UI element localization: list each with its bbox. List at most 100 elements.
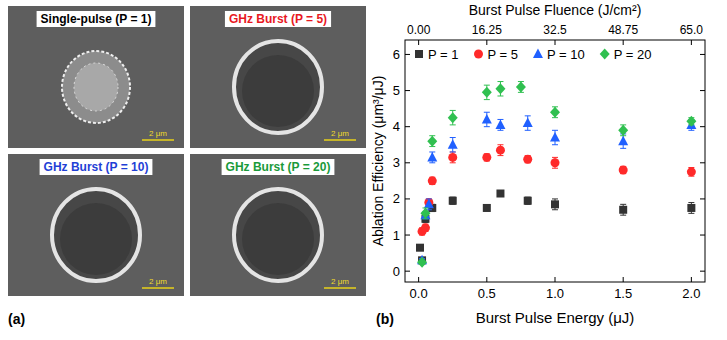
x-tick-label: 0.0 [410, 286, 428, 301]
point [687, 204, 695, 212]
point [524, 197, 532, 205]
y-tick-label: 1 [393, 228, 400, 243]
point [482, 153, 491, 162]
x-tick [418, 277, 419, 282]
x2-tick [418, 40, 419, 45]
legend-marker [533, 49, 543, 59]
x2-tick-label: 65.0 [680, 23, 704, 37]
y-tick-label: 5 [393, 83, 400, 98]
legend-label: P = 5 [487, 47, 517, 62]
y-tick [405, 198, 410, 199]
x-tick-label: 2.0 [682, 286, 700, 301]
point [448, 139, 458, 149]
point [495, 83, 505, 94]
scale-bar [142, 287, 174, 289]
point [686, 116, 696, 127]
point [550, 132, 560, 142]
error-cap [484, 85, 490, 86]
point [448, 153, 457, 162]
point [482, 114, 492, 124]
y-tick-label: 0 [393, 264, 400, 279]
title-box [40, 159, 153, 175]
x-tick-label: 1.5 [614, 286, 632, 301]
y-tick-right [700, 162, 705, 163]
legend-marker [415, 50, 423, 58]
point [619, 166, 628, 175]
x-tick [486, 277, 487, 282]
x-tick-label: 1.0 [546, 286, 564, 301]
error-cap [450, 151, 456, 152]
legend-label: P = 1 [428, 47, 458, 62]
x-tick [555, 277, 556, 282]
crater [234, 189, 322, 281]
point [618, 125, 628, 136]
legend-marker [474, 50, 483, 59]
point [523, 155, 532, 164]
point [427, 136, 437, 147]
x-tick-label: 0.5 [478, 286, 496, 301]
y-tick-right [700, 90, 705, 91]
point [420, 208, 430, 219]
y-axis-title: Ablation Efficiency (μm³/μJ) [370, 76, 386, 247]
x-tick [623, 277, 624, 282]
error-cap [620, 204, 626, 205]
title-box [225, 11, 331, 27]
point [523, 118, 533, 128]
y-tick-label: 4 [393, 119, 400, 134]
series [418, 145, 696, 236]
scale-bar [324, 139, 356, 141]
error-cap [620, 215, 626, 216]
image-title: GHz Burst (P = 20) [226, 160, 331, 174]
image-background [190, 154, 366, 296]
error-cap [497, 144, 503, 145]
error-bar [525, 197, 531, 204]
error-bar [450, 197, 456, 204]
y-tick-label: 2 [393, 191, 400, 206]
y-tick-right [700, 271, 705, 272]
scale-bar-label: 2 μm [331, 129, 349, 138]
x2-tick-label: 32.5 [543, 23, 567, 37]
sem-image: GHz Burst (P = 10)2 μm [8, 154, 184, 296]
error-cap [484, 126, 490, 127]
point [619, 206, 627, 214]
y-tick [405, 271, 410, 272]
y-tick-right [700, 126, 705, 127]
error-cap [552, 209, 558, 210]
panel-label: (b) [376, 311, 394, 327]
plot-frame [405, 40, 705, 282]
crater [62, 51, 130, 123]
y-tick-right [700, 198, 705, 199]
y-tick-label: 6 [393, 47, 400, 62]
error-cap [552, 168, 558, 169]
error-cap [450, 110, 456, 111]
series [416, 190, 695, 265]
point [687, 167, 696, 176]
x-axis-title: Burst Pulse Energy (μJ) [476, 309, 635, 326]
point [417, 257, 427, 268]
x2-tick-label: 48.75 [608, 23, 638, 37]
x2-axis-title: Burst Pulse Fluence (J/cm²) [469, 2, 642, 18]
panel-label: (a) [8, 311, 25, 327]
point [496, 190, 504, 198]
point [495, 119, 505, 129]
point [483, 204, 491, 212]
x2-tick [623, 40, 624, 45]
plot-area [416, 81, 696, 267]
error-cap [552, 198, 558, 199]
sem-image: GHz Burst (P = 20) 2 μm [190, 154, 366, 296]
y-tick-right [700, 235, 705, 236]
sem-image: GHz Burst (P = 5) 2 μm [190, 6, 366, 148]
scale-bar-label: 2 μm [331, 277, 349, 286]
error-bar [552, 199, 558, 210]
point [416, 244, 424, 252]
image-title: Single-pulse (P = 1) [41, 12, 152, 26]
sem-image: Single-pulse (P = 1)2 μm [8, 6, 184, 148]
error-cap [450, 151, 456, 152]
scale-bar [142, 139, 174, 141]
error-cap [688, 213, 694, 214]
title-box [37, 11, 156, 27]
legend-label: P = 20 [614, 47, 652, 62]
image-title: GHz Burst (P = 5) [229, 12, 327, 26]
error-cap [450, 137, 456, 138]
legend-marker [600, 49, 610, 60]
